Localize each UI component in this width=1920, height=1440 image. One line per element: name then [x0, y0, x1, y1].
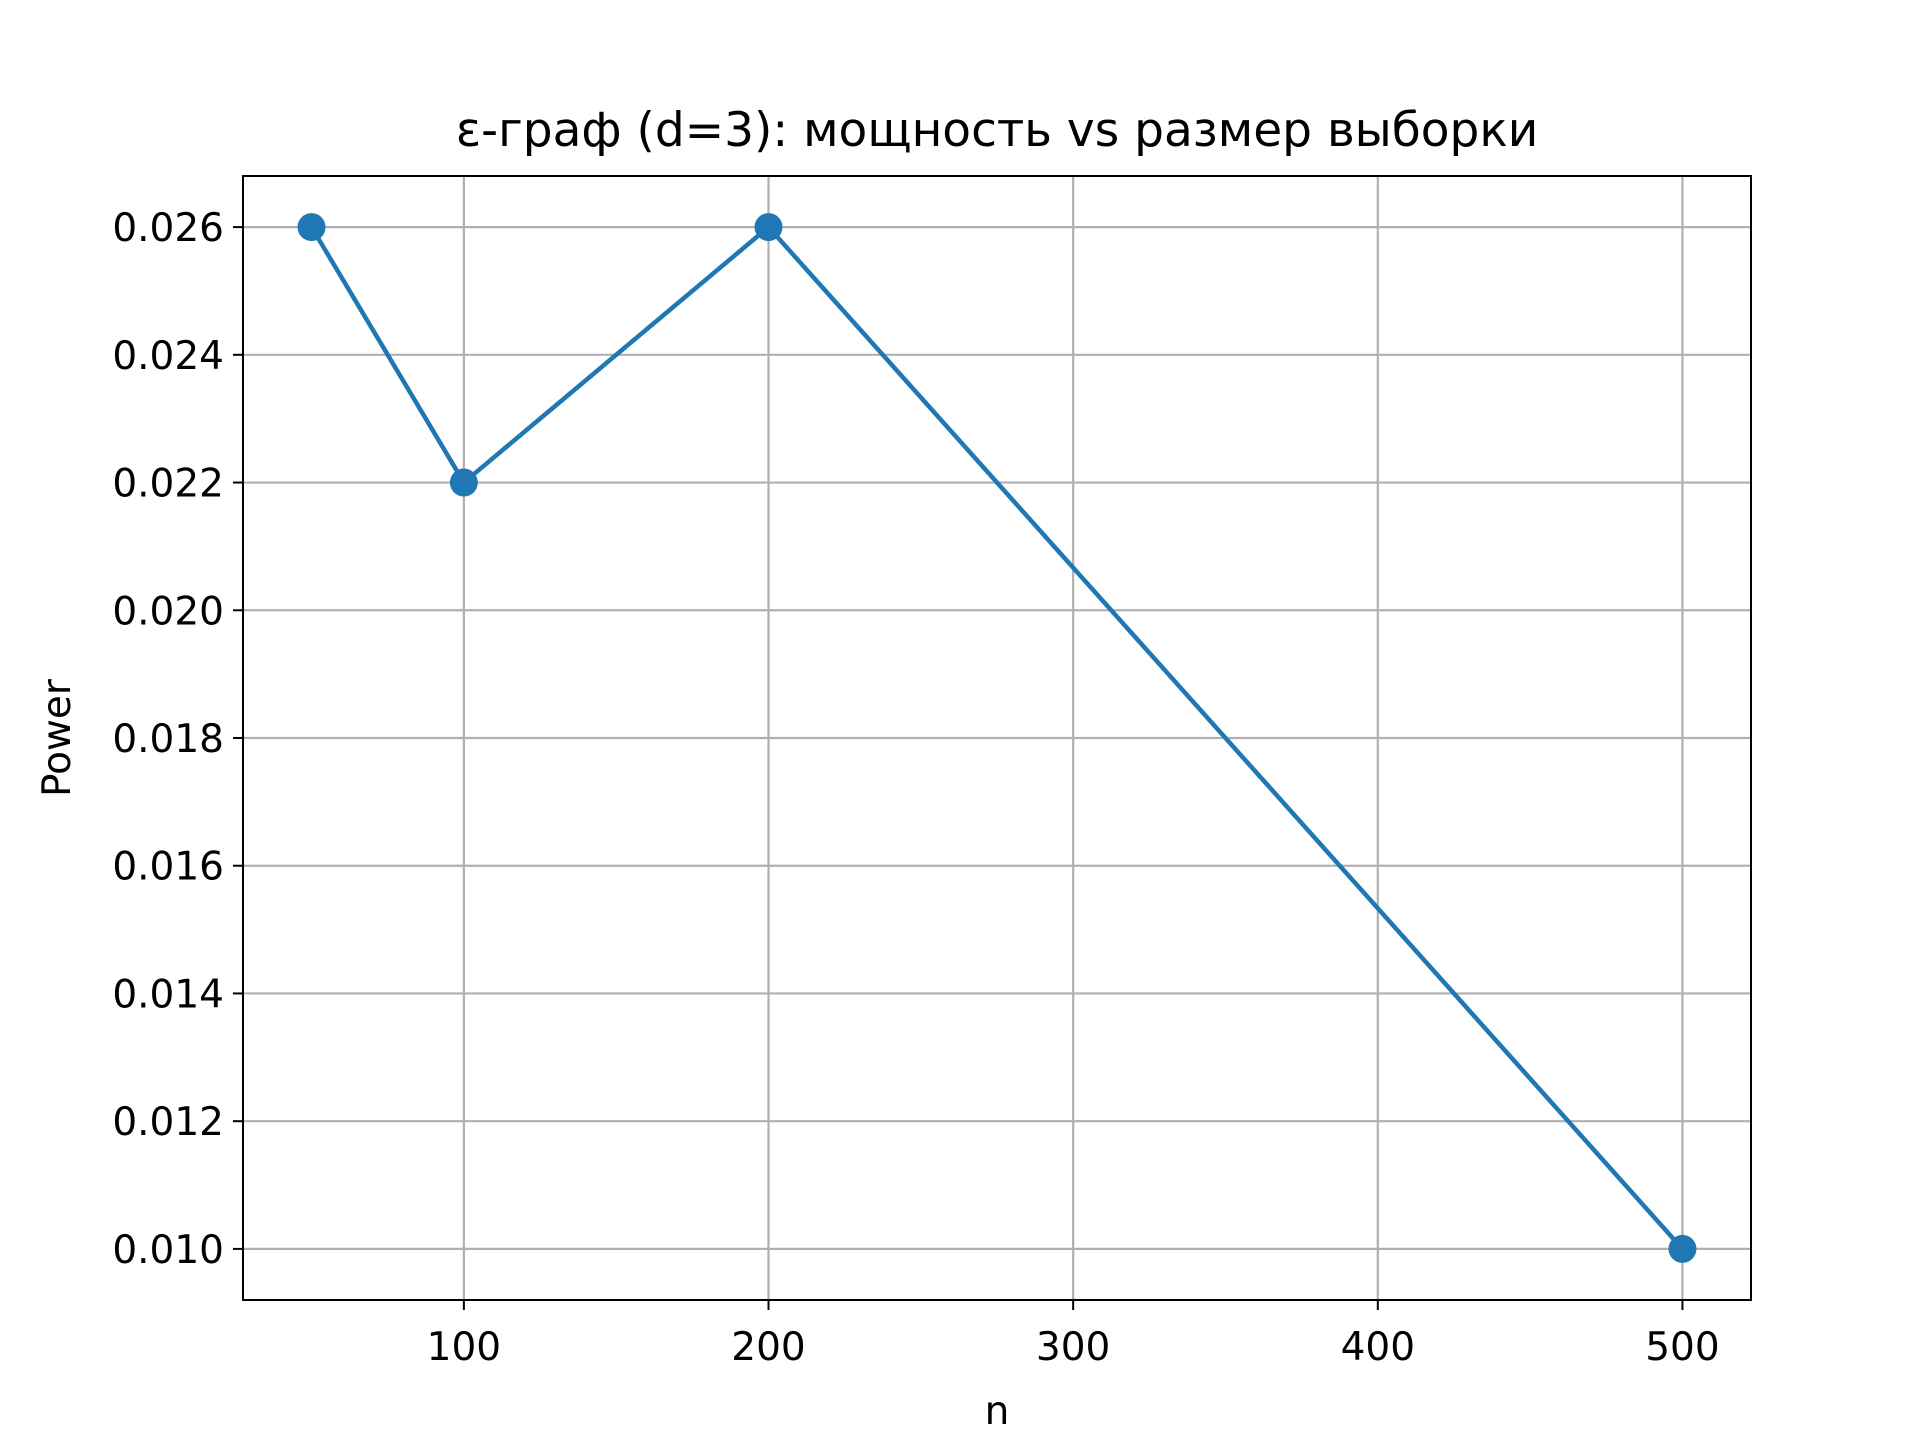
x-tick-label: 300	[1036, 1325, 1110, 1370]
x-tick-label: 100	[427, 1325, 501, 1370]
y-tick-label: 0.014	[112, 972, 224, 1017]
y-axis-title: Power	[35, 678, 80, 797]
series-layer	[297, 213, 1697, 1263]
x-tick-label: 500	[1645, 1325, 1719, 1370]
y-tick-label: 0.022	[112, 462, 224, 507]
series-line	[308, 224, 1686, 1253]
y-tick-label: 0.024	[112, 334, 224, 379]
x-tick-label: 400	[1341, 1325, 1415, 1370]
y-tick-label: 0.026	[112, 206, 224, 251]
x-axis-title: n	[985, 1389, 1010, 1434]
x-tick-label: 200	[731, 1325, 805, 1370]
y-tick-label: 0.020	[112, 589, 224, 634]
y-tick-label: 0.018	[112, 717, 224, 762]
y-tick-label: 0.010	[112, 1228, 224, 1273]
data-point	[1668, 1234, 1697, 1263]
y-tick-label: 0.016	[112, 845, 224, 890]
data-point	[754, 213, 783, 242]
y-tick-label: 0.012	[112, 1100, 224, 1145]
data-point	[297, 213, 326, 242]
chart-title: ε-граф (d=3): мощность vs размер выборки	[456, 103, 1539, 158]
ticks: 100 200 300 400 500 0.010 0.012 0.014 0.016 0.018…	[112, 206, 1719, 1370]
data-point	[449, 468, 478, 497]
